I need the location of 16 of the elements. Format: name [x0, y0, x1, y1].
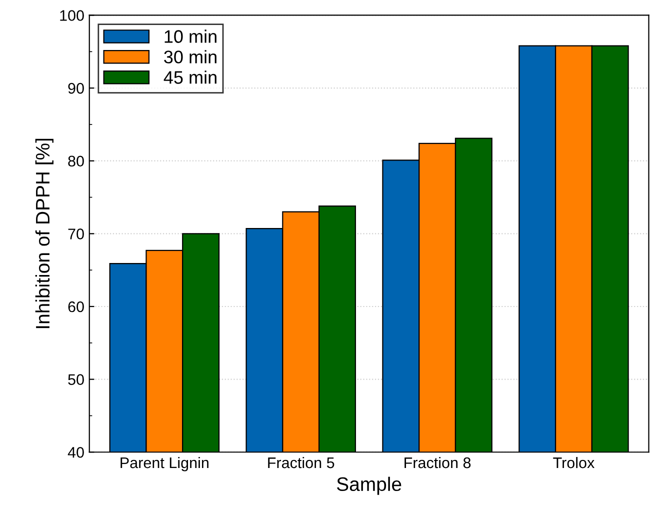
y-tick-label: 60 [68, 301, 84, 312]
y-tick-label: 50 [68, 374, 84, 385]
y-tick-label: 100 [60, 10, 84, 21]
x-axis-title: Sample [336, 476, 402, 495]
x-tick-label: Fraction 8 [404, 456, 471, 468]
legend-label: 45 min [164, 70, 216, 84]
y-axis-title: Inhibition of DPPH [%] [35, 138, 54, 328]
y-tick-label: 80 [68, 156, 84, 167]
x-tick-label: Trolox [553, 456, 594, 468]
x-tick-label: Fraction 5 [268, 456, 334, 468]
y-tick-label: 90 [68, 82, 84, 94]
x-tick-label: Parent Lignin [120, 456, 208, 472]
y-tick-label: 40 [68, 446, 84, 458]
legend-label: 30 min [164, 50, 216, 64]
legend-label: 10 min [164, 30, 216, 43]
y-tick-label: 70 [68, 228, 84, 240]
